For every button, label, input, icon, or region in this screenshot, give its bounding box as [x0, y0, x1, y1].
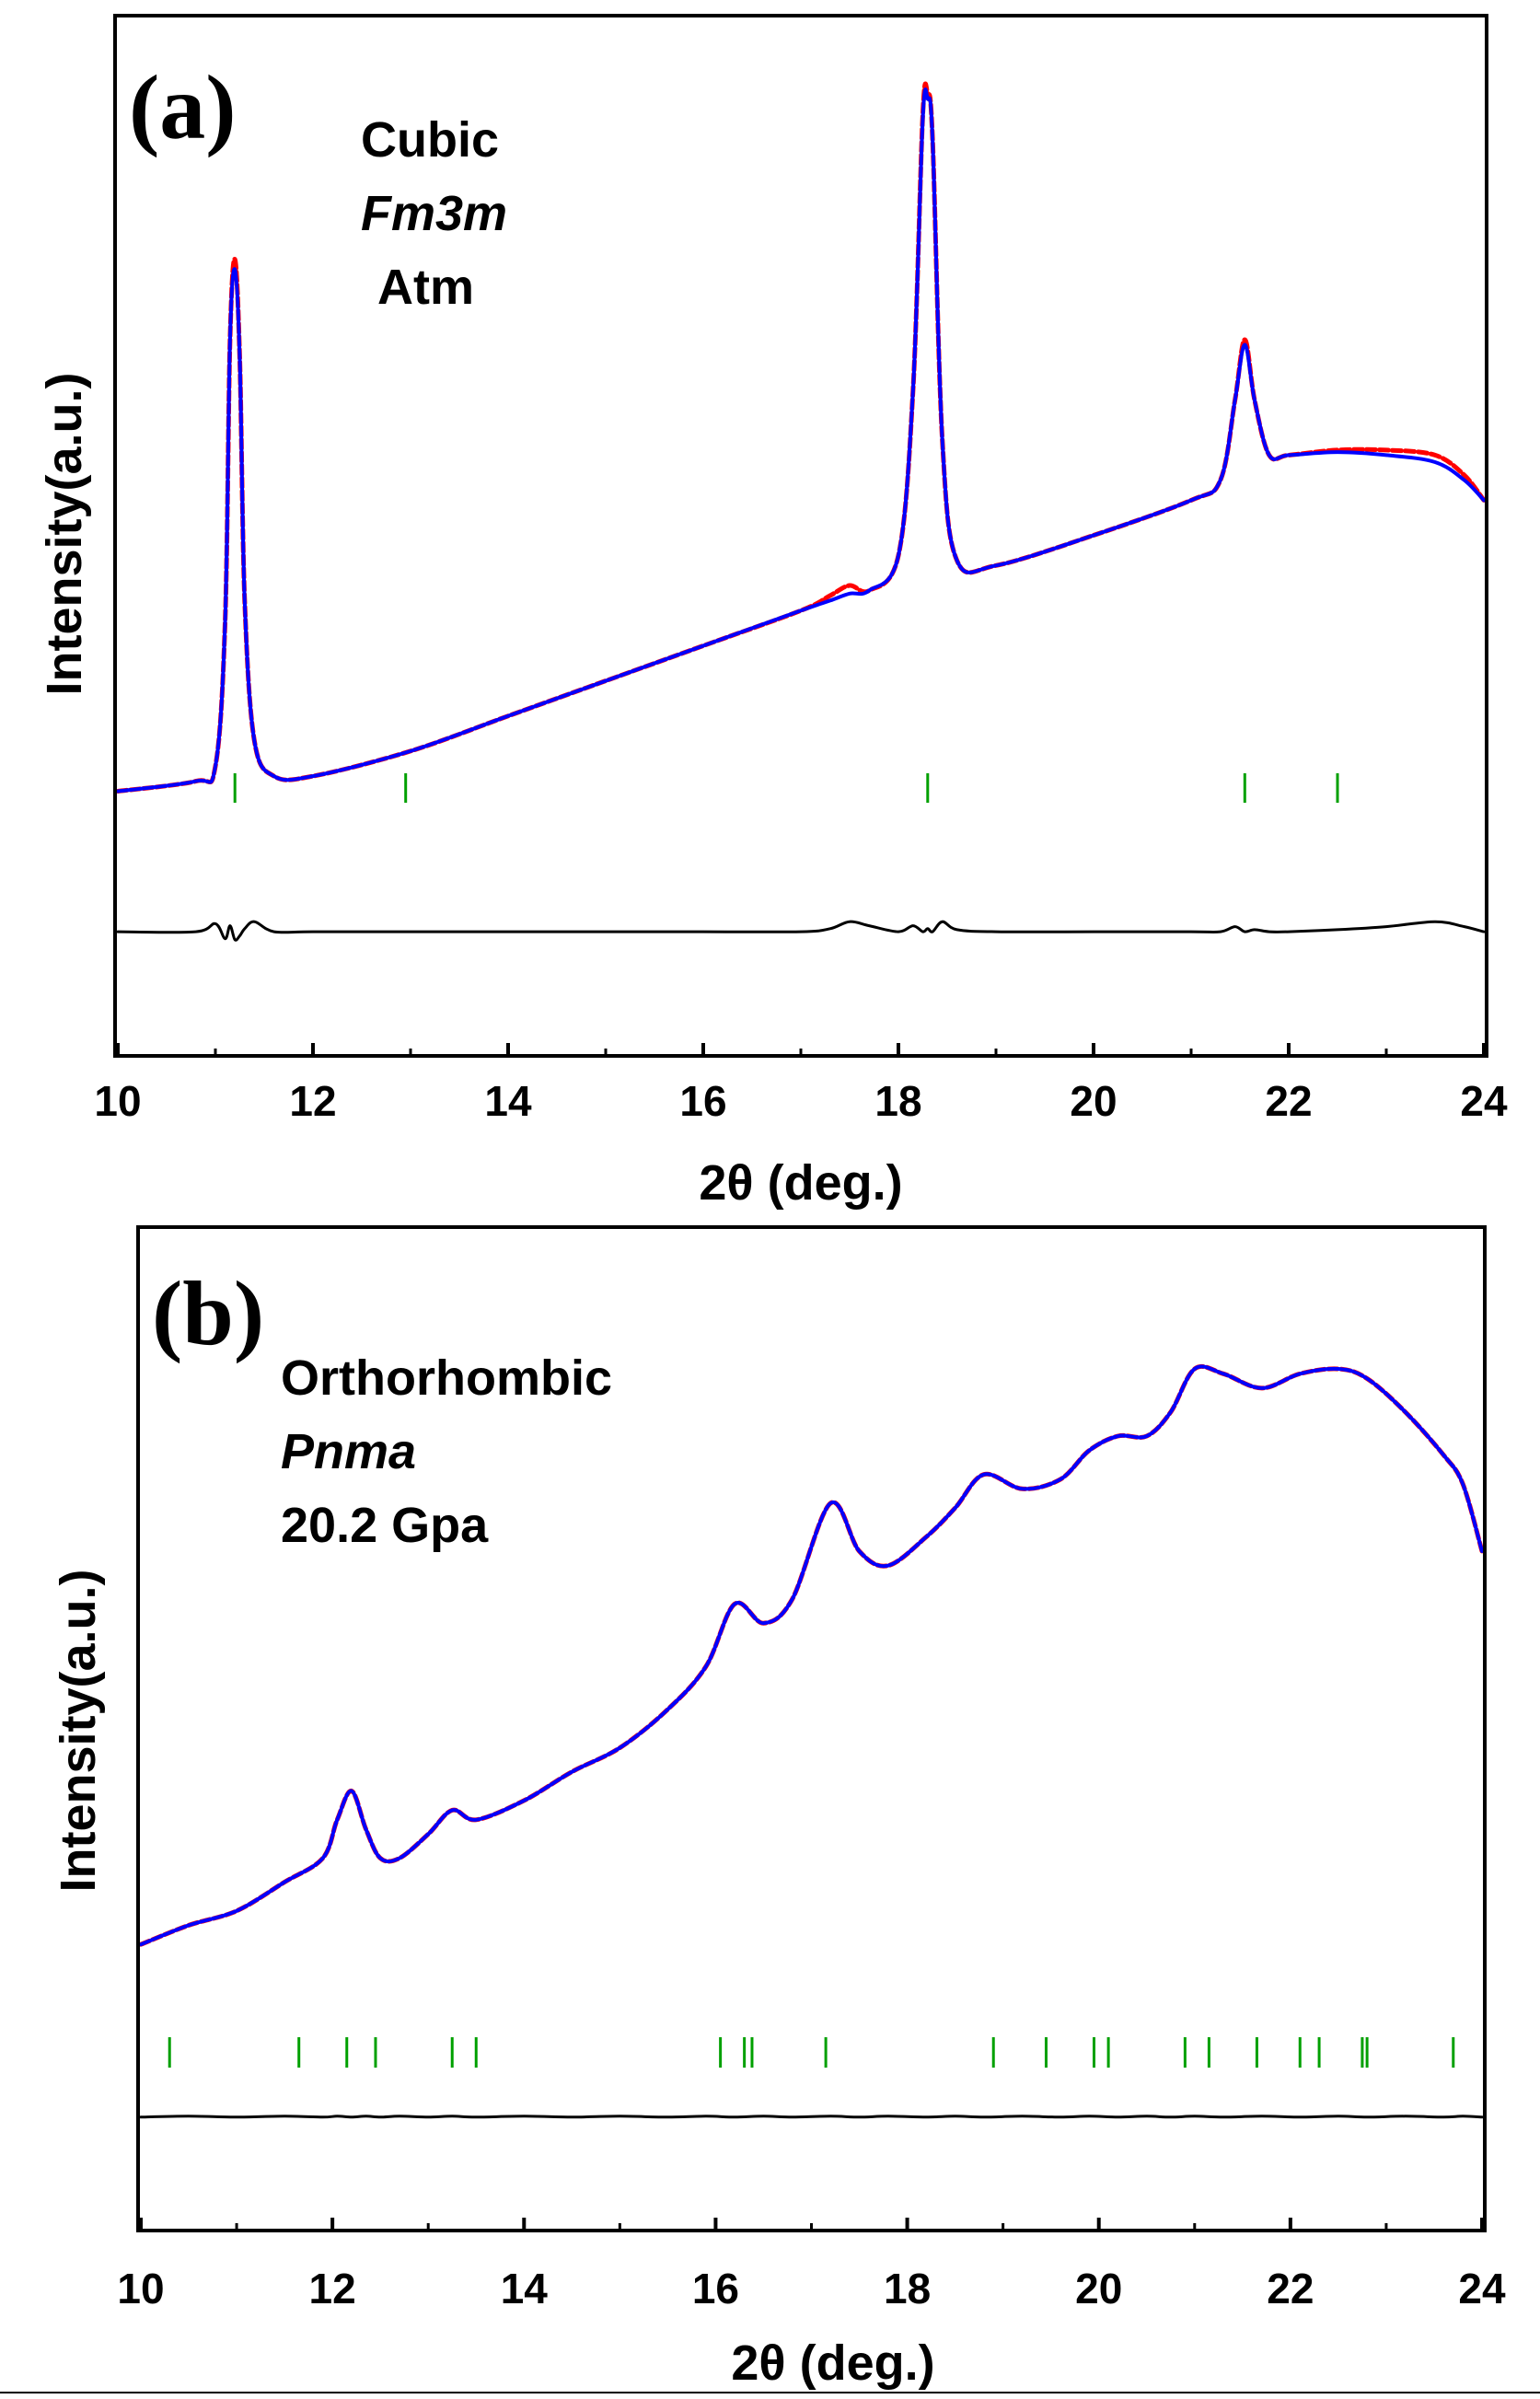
- panel-a-x-axis-label: 2θ (deg.): [699, 1155, 902, 1211]
- panel-b-label: (b): [152, 1262, 264, 1364]
- panel-a-x-tick-label: 20: [1070, 1077, 1117, 1125]
- panel-a-plot-layer: [115, 81, 1487, 942]
- panel-a-label: (a): [129, 56, 237, 158]
- panel-a-annotation-space-group: Fm3m: [361, 186, 507, 241]
- panel-b-x-axis-label: 2θ (deg.): [731, 2335, 934, 2391]
- panel-b-x-tick-label: 10: [117, 2265, 164, 2312]
- panel-a-x-tick-label: 12: [289, 1077, 336, 1125]
- panel-a-annotation-structure: Cubic: [361, 112, 499, 168]
- panel-b-plot-layer: [138, 1363, 1485, 2119]
- panel-a-annotation-pressure: Atm: [377, 260, 474, 315]
- panel-b-series-difference-line: [139, 2115, 1484, 2119]
- panel-a-x-tick-label: 10: [94, 1077, 141, 1125]
- panel-b-x-tick-label: 16: [692, 2265, 739, 2312]
- panel-a-ticks: 10 12 14 16 18 20 22 24: [94, 1043, 1508, 1125]
- panel-b: 10 12 14 16 18 20 22 24 (b) Orthorhombic Pnma 2…: [51, 1225, 1506, 2391]
- panel-b-annotation-space-group: Pnma: [281, 1424, 416, 1479]
- panel-a-x-tick-label: 16: [679, 1077, 726, 1125]
- panel-a-x-tick-label: 18: [874, 1077, 921, 1125]
- panel-b-annotation-structure: Orthorhombic: [281, 1350, 612, 1406]
- panel-b-x-tick-label: 20: [1075, 2265, 1122, 2312]
- panel-a: 10 12 14 16 18 20 22 24 (a) Cubic Fm3m Atm Inte…: [37, 14, 1508, 1211]
- panel-a-y-axis-label: Intensity(a.u.): [37, 372, 92, 695]
- panel-a-x-tick-label: 24: [1460, 1077, 1508, 1125]
- panel-a-series-calculated-line: [116, 87, 1486, 794]
- panel-b-ticks: 10 12 14 16 18 20 22 24: [117, 2218, 1506, 2312]
- panel-b-x-tick-label: 12: [309, 2265, 356, 2312]
- panel-b-x-tick-label: 22: [1267, 2265, 1314, 2312]
- panel-b-series-calculated-line: [139, 1364, 1484, 1947]
- panel-b-x-tick-label: 14: [501, 2265, 549, 2312]
- panel-b-y-axis-label: Intensity(a.u.): [51, 1569, 106, 1892]
- panel-a-x-tick-label: 14: [484, 1077, 532, 1125]
- panel-b-x-tick-label: 18: [884, 2265, 931, 2312]
- panel-b-annotation-pressure: 20.2 Gpa: [281, 1498, 489, 1553]
- panel-b-x-tick-label: 24: [1458, 2265, 1506, 2312]
- panel-a-x-tick-label: 22: [1265, 1077, 1312, 1125]
- panel-a-series-difference-line: [116, 920, 1486, 942]
